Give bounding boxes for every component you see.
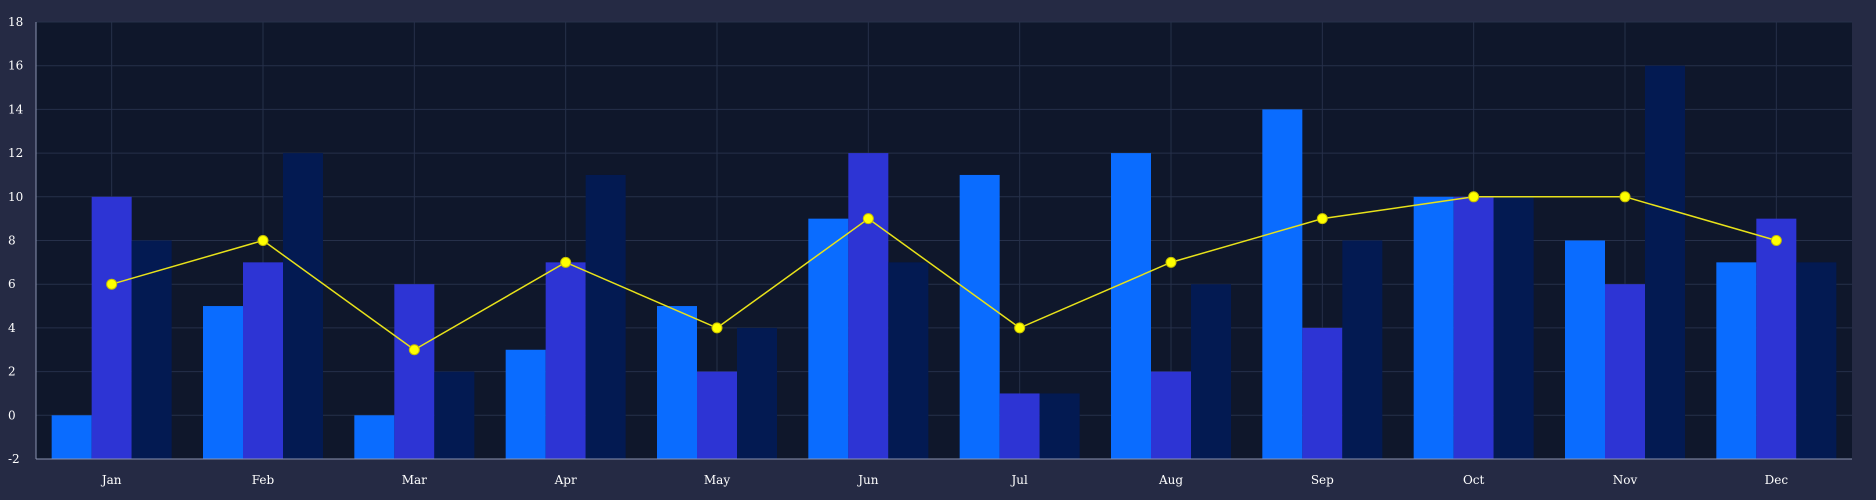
bar-apr-s2 xyxy=(545,262,586,459)
x-tick-label: Apr xyxy=(554,473,577,487)
x-tick-label: Jul xyxy=(1009,473,1028,487)
line-point-jan xyxy=(106,278,118,290)
line-point-dec xyxy=(1770,235,1782,246)
bar-apr-s3 xyxy=(585,174,626,459)
bar-dec-s2 xyxy=(1756,218,1797,459)
y-tick-label: 12 xyxy=(8,146,23,160)
y-tick-label: -2 xyxy=(8,452,20,466)
bar-mar-s1 xyxy=(354,415,395,459)
line-point-aug xyxy=(1165,256,1177,268)
bar-sep-s1 xyxy=(1262,109,1303,460)
bar-may-s1 xyxy=(657,306,697,459)
bar-jul-s1 xyxy=(959,174,1000,459)
line-point-nov xyxy=(1619,191,1631,203)
x-tick-label: Jan xyxy=(100,473,122,487)
bar-jul-s2 xyxy=(999,393,1040,459)
bar-dec-s3 xyxy=(1796,262,1837,459)
bar-oct-s2 xyxy=(1453,196,1494,460)
line-point-jul xyxy=(1014,322,1026,334)
bar-aug-s3 xyxy=(1191,284,1231,459)
bar-jun-s1 xyxy=(808,218,849,459)
bar-oct-s3 xyxy=(1493,196,1534,460)
line-point-mar xyxy=(408,344,420,356)
x-tick-label: Jun xyxy=(856,473,879,487)
bar-feb-s1 xyxy=(203,306,243,459)
bar-may-s2 xyxy=(697,371,737,459)
x-tick-label: Oct xyxy=(1463,473,1485,487)
x-tick-label: Sep xyxy=(1311,473,1334,487)
bar-jan-s2 xyxy=(91,196,132,460)
x-tick-label: Feb xyxy=(252,473,275,487)
bar-series xyxy=(51,65,1837,460)
axes xyxy=(35,22,1852,460)
y-tick-label: 6 xyxy=(8,277,16,291)
bar-mar-s3 xyxy=(434,371,475,459)
bar-nov-s1 xyxy=(1565,240,1605,459)
bar-sep-s2 xyxy=(1302,327,1343,459)
line-point-oct xyxy=(1468,191,1480,203)
line-point-feb xyxy=(257,235,269,246)
bar-nov-s3 xyxy=(1645,65,1685,459)
bar-jun-s3 xyxy=(888,262,929,459)
y-tick-label: 18 xyxy=(8,15,23,29)
bar-feb-s2 xyxy=(243,262,283,459)
line-point-apr xyxy=(560,256,572,268)
bar-dec-s1 xyxy=(1716,262,1757,459)
bar-aug-s2 xyxy=(1151,371,1191,459)
bar-oct-s1 xyxy=(1413,196,1454,460)
bar-mar-s2 xyxy=(394,284,435,459)
bar-sep-s3 xyxy=(1342,240,1383,459)
line-point-may xyxy=(711,322,723,334)
bar-nov-s2 xyxy=(1605,284,1645,459)
y-tick-label: 14 xyxy=(8,102,24,116)
tick-labels: -2 0 2 4 6 8 10 12 14 16 18 Jan Feb Mar Apr May Jun Jul Au… xyxy=(8,15,1788,487)
bar-aug-s1 xyxy=(1111,153,1151,459)
line-point-sep xyxy=(1316,213,1328,225)
x-tick-label: Mar xyxy=(402,473,427,487)
y-tick-label: 4 xyxy=(8,321,16,335)
bar-jun-s2 xyxy=(848,153,889,459)
x-tick-label: Aug xyxy=(1158,473,1183,487)
x-tick-label: Nov xyxy=(1613,473,1638,487)
bar-apr-s1 xyxy=(505,349,546,459)
y-tick-label: 8 xyxy=(8,234,16,248)
y-tick-label: 16 xyxy=(8,59,23,73)
bar-jan-s1 xyxy=(51,415,92,459)
y-tick-label: 0 xyxy=(8,408,16,422)
line-series-path xyxy=(111,196,1777,351)
bar-may-s3 xyxy=(737,327,777,459)
bar-jul-s3 xyxy=(1039,393,1080,459)
x-tick-label: May xyxy=(704,473,730,487)
line-series xyxy=(106,191,1782,356)
y-tick-label: 2 xyxy=(8,365,16,379)
line-point-jun xyxy=(862,213,874,225)
x-tick-label: Dec xyxy=(1765,473,1789,487)
bar-feb-s3 xyxy=(283,153,323,459)
y-tick-label: 10 xyxy=(8,190,23,204)
